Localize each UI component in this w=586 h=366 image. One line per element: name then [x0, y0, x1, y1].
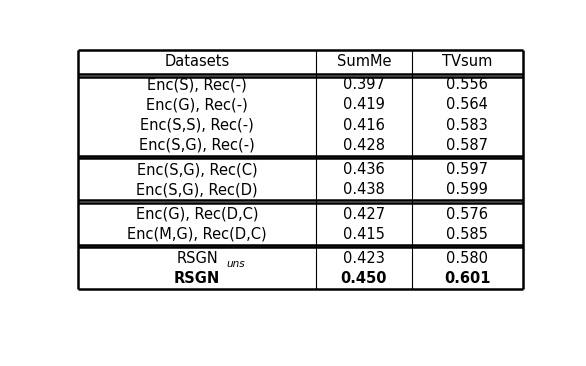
Text: 0.599: 0.599 [447, 182, 488, 197]
Text: 0.419: 0.419 [343, 97, 385, 112]
Text: 0.423: 0.423 [343, 251, 385, 266]
Text: Enc(S), Rec(-): Enc(S), Rec(-) [147, 77, 247, 92]
Text: 0.597: 0.597 [446, 162, 488, 177]
Text: SumMe: SumMe [336, 55, 391, 70]
Text: 0.583: 0.583 [447, 117, 488, 132]
Text: Enc(S,G), Rec(D): Enc(S,G), Rec(D) [136, 182, 258, 197]
Text: uns: uns [226, 259, 245, 269]
Text: Enc(S,G), Rec(C): Enc(S,G), Rec(C) [137, 162, 257, 177]
Text: 0.397: 0.397 [343, 77, 385, 92]
Text: Enc(G), Rec(-): Enc(G), Rec(-) [146, 97, 248, 112]
Text: 0.450: 0.450 [340, 272, 387, 287]
Text: RSGN: RSGN [176, 251, 218, 266]
Text: 0.587: 0.587 [446, 138, 488, 153]
Text: Enc(S,S), Rec(-): Enc(S,S), Rec(-) [140, 117, 254, 132]
Text: 0.436: 0.436 [343, 162, 385, 177]
Text: RSGN: RSGN [174, 272, 220, 287]
Text: 0.585: 0.585 [447, 227, 488, 242]
Text: Enc(G), Rec(D,C): Enc(G), Rec(D,C) [136, 207, 258, 222]
Text: 0.576: 0.576 [446, 207, 488, 222]
Text: TVsum: TVsum [442, 55, 492, 70]
Text: 0.438: 0.438 [343, 182, 385, 197]
Text: 0.427: 0.427 [343, 207, 385, 222]
Text: 0.564: 0.564 [447, 97, 488, 112]
Text: Enc(M,G), Rec(D,C): Enc(M,G), Rec(D,C) [127, 227, 267, 242]
Text: 0.428: 0.428 [343, 138, 385, 153]
Text: Enc(S,G), Rec(-): Enc(S,G), Rec(-) [139, 138, 255, 153]
Text: Datasets: Datasets [165, 55, 230, 70]
Text: 0.416: 0.416 [343, 117, 385, 132]
Text: 0.580: 0.580 [446, 251, 488, 266]
Text: 0.556: 0.556 [447, 77, 488, 92]
Text: 0.601: 0.601 [444, 272, 490, 287]
Text: 0.415: 0.415 [343, 227, 385, 242]
